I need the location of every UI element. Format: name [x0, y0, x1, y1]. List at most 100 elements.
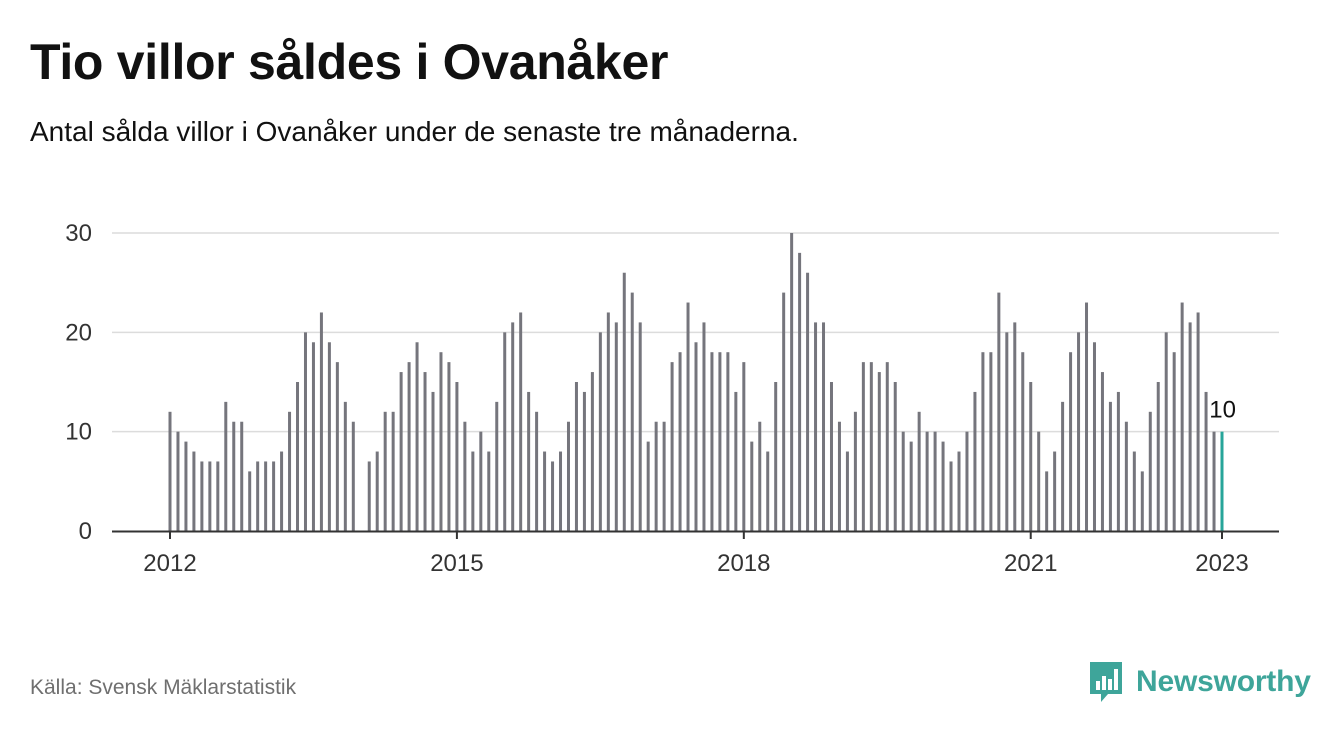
bar: [1164, 332, 1168, 531]
bar: [1077, 332, 1081, 531]
bar: [503, 332, 507, 531]
bar: [391, 411, 395, 531]
bar: [1156, 382, 1160, 531]
bar: [383, 411, 387, 531]
bar: [1005, 332, 1009, 531]
bar: [351, 421, 355, 531]
bar: [551, 461, 555, 531]
bar: [1069, 352, 1073, 531]
bar: [224, 401, 228, 531]
bar: [176, 431, 180, 531]
bar: [941, 441, 945, 531]
bar: [869, 362, 873, 531]
bar: [630, 292, 634, 531]
bar: [1116, 391, 1120, 531]
bar: [1180, 302, 1184, 531]
bar: [1108, 401, 1112, 531]
bar: [694, 342, 698, 531]
bar: [1172, 352, 1176, 531]
bar: [280, 451, 284, 531]
bar: [1053, 451, 1057, 531]
bar: [208, 461, 212, 531]
last-value-label: 10: [1209, 397, 1236, 424]
bar: [734, 391, 738, 531]
bar: [343, 401, 347, 531]
bar: [702, 322, 706, 531]
bar: [670, 362, 674, 531]
bar: [303, 332, 307, 531]
bar: [311, 342, 315, 531]
bar: [997, 292, 1001, 531]
bar: [519, 312, 523, 531]
bar: [319, 312, 323, 531]
bar: [471, 451, 475, 531]
bar: [1045, 471, 1049, 531]
bar: [925, 431, 929, 531]
bar: [774, 382, 778, 531]
bar: [853, 411, 857, 531]
bar: [957, 451, 961, 531]
bar: [582, 391, 586, 531]
bar: [327, 342, 331, 531]
bar: [622, 272, 626, 531]
bar: [614, 322, 618, 531]
bar: [646, 441, 650, 531]
bar: [487, 451, 491, 531]
bar: [1029, 382, 1033, 531]
bar: [288, 411, 292, 531]
bar: [559, 451, 563, 531]
bar: [399, 372, 403, 531]
bar: [1124, 421, 1128, 531]
bar: [543, 451, 547, 531]
bar: [662, 421, 666, 531]
bar: [367, 461, 371, 531]
x-tick-label: 2023: [1195, 550, 1248, 577]
x-tick-label: 2012: [143, 550, 196, 577]
bar: [917, 411, 921, 531]
bar: [200, 461, 204, 531]
bar: [479, 431, 483, 531]
bar: [909, 441, 913, 531]
bar: [168, 411, 172, 531]
bar: [431, 391, 435, 531]
bar: [455, 382, 459, 531]
source-note: Källa: Svensk Mäklarstatistik: [30, 676, 297, 699]
bar: [598, 332, 602, 531]
bar: [264, 461, 268, 531]
chart-title: Tio villor såldes i Ovanåker: [30, 34, 669, 90]
bar: [407, 362, 411, 531]
bar: [790, 233, 794, 531]
bar: [1037, 431, 1041, 531]
bar: [463, 421, 467, 531]
y-tick-label: 10: [65, 419, 92, 446]
bar: [901, 431, 905, 531]
bar: [1188, 322, 1192, 531]
bar: [375, 451, 379, 531]
bar: [678, 352, 682, 531]
newsworthy-logo-icon: [1090, 662, 1122, 702]
bar: [511, 322, 515, 531]
bar: [782, 292, 786, 531]
bar: [606, 312, 610, 531]
bar: [973, 391, 977, 531]
bar: [184, 441, 188, 531]
bar: [439, 352, 443, 531]
bar: [806, 272, 810, 531]
bar: [1061, 401, 1065, 531]
bar: [750, 441, 754, 531]
y-tick-label: 20: [65, 319, 92, 346]
bar: [981, 352, 985, 531]
x-tick-label: 2015: [430, 550, 483, 577]
chart-subtitle: Antal sålda villor i Ovanåker under de s…: [30, 116, 799, 147]
bar: [335, 362, 339, 531]
brand-logo[interactable]: Newsworthy: [1088, 660, 1311, 704]
bar-highlight: [1220, 431, 1224, 531]
bar: [893, 382, 897, 531]
bar: [822, 322, 826, 531]
brand-name: Newsworthy: [1136, 665, 1311, 698]
bar: [192, 451, 196, 531]
bar: [885, 362, 889, 531]
bar: [845, 451, 849, 531]
bar: [877, 372, 881, 531]
bar: [798, 252, 802, 531]
